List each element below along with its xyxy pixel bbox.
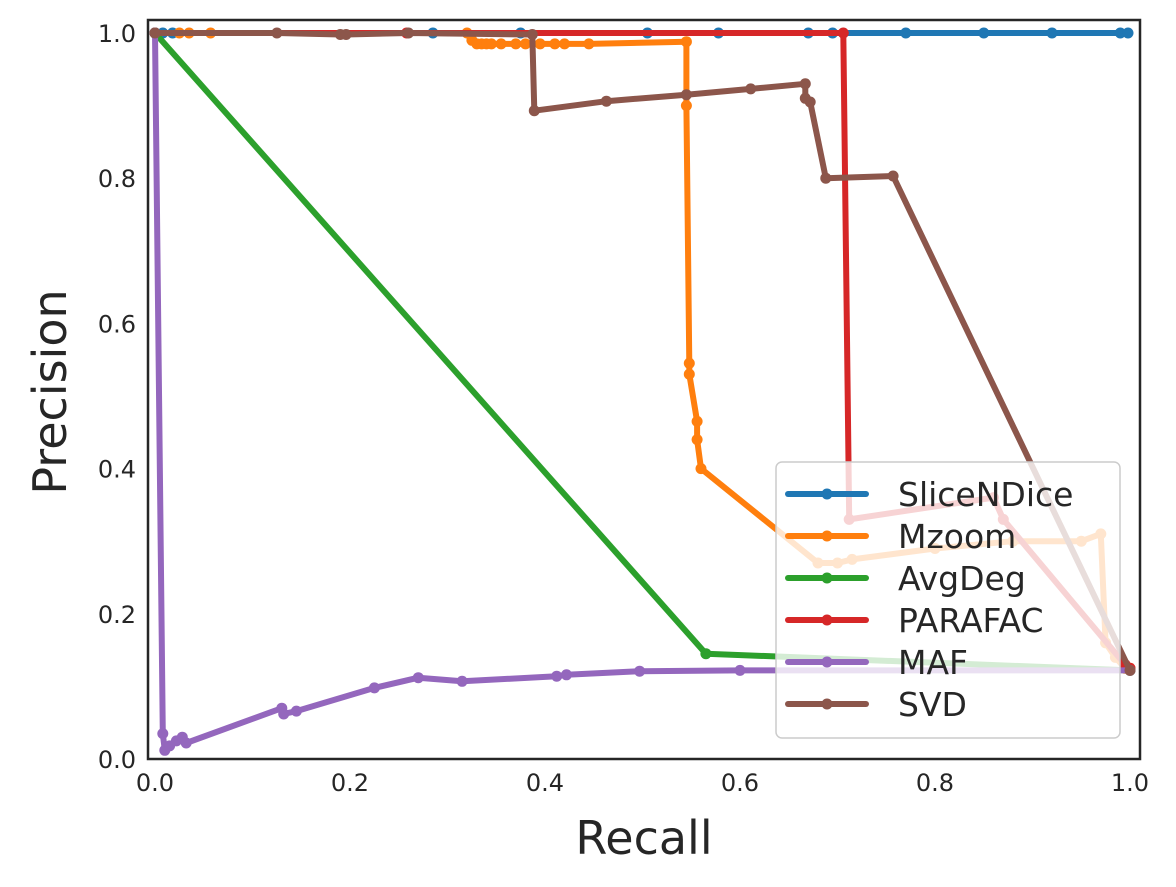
data-point-maf: [278, 708, 290, 720]
legend-marker-parafac: [821, 614, 833, 626]
data-point-mzoom: [691, 415, 703, 427]
legend-label-avgdeg: AvgDeg: [898, 559, 1026, 598]
legend-label-svd: SVD: [898, 685, 967, 724]
data-point-mzoom: [549, 38, 561, 50]
data-point-maf: [290, 705, 302, 717]
data-point-svd: [799, 78, 811, 90]
legend-marker-maf: [821, 656, 833, 668]
legend-entry-mzoom: Mzoom: [785, 517, 1016, 556]
data-point-mzoom: [485, 38, 497, 50]
data-point-svd: [1124, 664, 1136, 676]
ticks-layer: 0.0 0.2 0.4 0.6 0.8 1.0 0.0 0.2 0.4 0.6 0.8 1.0: [98, 20, 1149, 797]
legend-entry-svd: SVD: [785, 685, 967, 724]
data-point-maf: [412, 672, 424, 684]
legend-entry-avgdeg: AvgDeg: [785, 559, 1026, 598]
data-point-svd: [804, 96, 816, 108]
data-point-mzoom: [510, 38, 522, 50]
y-tick-label: 0.8: [98, 165, 136, 193]
data-point-slicendice: [1046, 27, 1058, 39]
data-point-maf: [456, 675, 468, 687]
legend-entry-maf: MAF: [785, 643, 968, 682]
data-point-svd: [149, 27, 161, 39]
data-point-svd: [340, 29, 352, 40]
data-point-mzoom: [683, 368, 695, 380]
x-tick-label: 0.2: [331, 769, 369, 797]
data-point-maf: [180, 737, 192, 749]
data-point-slicendice: [900, 27, 912, 39]
legend-marker-avgdeg: [821, 572, 833, 584]
y-tick-label: 0.0: [98, 746, 136, 774]
data-point-maf: [551, 670, 563, 682]
data-point-maf: [634, 665, 646, 677]
data-point-mzoom: [583, 38, 595, 50]
data-point-slicendice: [1114, 27, 1126, 39]
data-point-svd: [820, 172, 832, 184]
legend-label-slicendice: SliceNDice: [898, 475, 1073, 514]
x-tick-label: 0.8: [916, 769, 954, 797]
data-point-mzoom: [495, 38, 507, 50]
legend-marker-mzoom: [821, 530, 833, 542]
x-tick-label: 0.6: [721, 769, 759, 797]
legend-entry-slicendice: SliceNDice: [785, 475, 1073, 514]
data-point-slicendice: [1122, 27, 1134, 39]
data-point-svd: [680, 89, 692, 101]
series-maf: [149, 27, 1136, 756]
data-point-maf: [157, 728, 169, 740]
x-tick-label: 0.4: [526, 769, 564, 797]
y-tick-label: 0.4: [98, 456, 136, 484]
series-svd: [149, 27, 1136, 676]
legend-label-mzoom: Mzoom: [898, 517, 1016, 556]
y-axis-title: Precision: [23, 289, 77, 494]
data-point-mzoom: [683, 357, 695, 369]
data-point-svd: [745, 83, 757, 95]
data-point-svd: [271, 27, 283, 39]
legend-label-maf: MAF: [898, 643, 968, 682]
data-point-maf: [734, 664, 746, 676]
data-point-svd: [600, 95, 612, 107]
data-point-avgdeg: [700, 648, 712, 660]
data-point-mzoom: [534, 38, 546, 50]
data-point-maf: [561, 669, 572, 681]
data-point-svd: [403, 27, 414, 39]
legend-label-parafac: PARAFAC: [898, 601, 1044, 640]
data-point-maf: [368, 682, 380, 694]
data-point-mzoom: [695, 463, 707, 475]
legend-marker-svd: [821, 698, 833, 710]
data-point-mzoom: [520, 38, 531, 50]
data-point-svd: [526, 29, 538, 40]
y-tick-label: 0.2: [98, 601, 136, 629]
y-tick-label: 0.6: [98, 310, 136, 338]
legend-box: [775, 461, 1121, 739]
data-point-svd: [528, 105, 540, 117]
data-point-parafac: [837, 27, 849, 39]
data-point-mzoom: [680, 36, 692, 48]
data-point-svd: [887, 170, 899, 182]
legend-entry-parafac: PARAFAC: [785, 601, 1044, 640]
y-tick-label: 1.0: [98, 20, 136, 48]
x-tick-label: 0.0: [136, 769, 174, 797]
x-axis-title: Recall: [575, 811, 712, 865]
plot-frame: [146, 18, 1142, 761]
data-point-mzoom: [691, 434, 703, 446]
data-point-mzoom: [680, 100, 692, 112]
x-tick-label: 1.0: [1111, 769, 1149, 797]
data-point-slicendice: [978, 27, 990, 39]
legend-marker-slicendice: [821, 488, 833, 500]
data-point-mzoom: [559, 38, 570, 50]
